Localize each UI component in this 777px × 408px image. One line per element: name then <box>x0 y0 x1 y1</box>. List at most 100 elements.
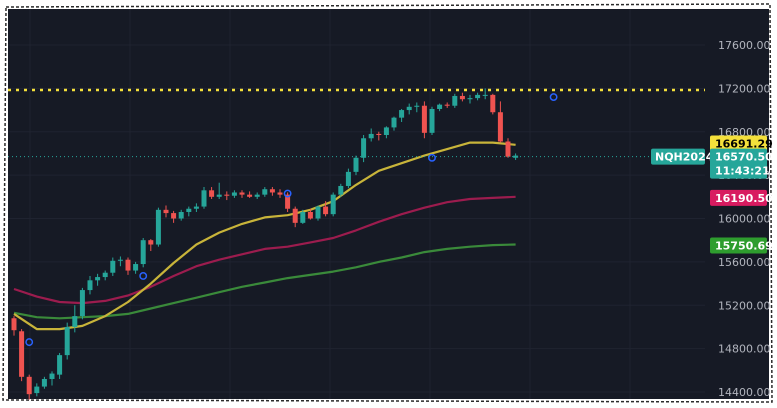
candle[interactable] <box>505 138 511 158</box>
candle-body[interactable] <box>399 110 405 118</box>
candle[interactable] <box>155 207 161 247</box>
candle-body[interactable] <box>368 133 374 139</box>
candle-body[interactable] <box>315 206 321 219</box>
candle[interactable] <box>171 210 177 223</box>
candle-body[interactable] <box>345 171 351 186</box>
candle-body[interactable] <box>505 141 511 157</box>
candle-body[interactable] <box>178 211 184 219</box>
candle[interactable] <box>406 103 412 115</box>
candle-body[interactable] <box>26 376 32 395</box>
candle[interactable] <box>125 257 131 275</box>
candle-body[interactable] <box>497 112 503 142</box>
candle[interactable] <box>421 101 427 139</box>
candle[interactable] <box>64 322 70 360</box>
candle[interactable] <box>262 187 268 197</box>
candle[interactable] <box>186 206 192 217</box>
candle-body[interactable] <box>444 104 450 106</box>
candle-body[interactable] <box>247 194 253 197</box>
candle[interactable] <box>437 103 443 112</box>
candle[interactable] <box>414 102 420 113</box>
candle-body[interactable] <box>95 277 101 281</box>
candle[interactable] <box>148 239 154 252</box>
candle[interactable] <box>117 256 123 267</box>
candle-body[interactable] <box>64 326 70 356</box>
candle-body[interactable] <box>353 157 359 172</box>
candle-body[interactable] <box>171 213 177 219</box>
candle-body[interactable] <box>292 208 298 223</box>
candle-body[interactable] <box>87 280 93 291</box>
candle-body[interactable] <box>300 211 306 223</box>
candle[interactable] <box>49 371 55 386</box>
candle[interactable] <box>490 93 496 115</box>
candle[interactable] <box>429 106 435 136</box>
candle-body[interactable] <box>117 259 123 261</box>
candle[interactable] <box>307 208 313 220</box>
candle[interactable] <box>368 128 374 142</box>
candle-body[interactable] <box>155 209 161 245</box>
candle-body[interactable] <box>323 206 329 215</box>
candle-body[interactable] <box>193 206 199 209</box>
candle-body[interactable] <box>140 240 146 265</box>
candle-body[interactable] <box>490 94 496 113</box>
candle-body[interactable] <box>459 95 465 100</box>
candle-body[interactable] <box>216 194 222 197</box>
candle[interactable] <box>163 205 169 218</box>
candle[interactable] <box>482 88 488 100</box>
candle[interactable] <box>133 261 139 274</box>
candle[interactable] <box>467 94 473 104</box>
candle[interactable] <box>330 192 336 217</box>
candle-body[interactable] <box>254 194 260 197</box>
candle-body[interactable] <box>224 194 230 196</box>
candle[interactable] <box>323 201 329 217</box>
candle-body[interactable] <box>102 272 108 278</box>
candle[interactable] <box>239 190 245 198</box>
candle[interactable] <box>79 287 85 320</box>
candle[interactable] <box>247 191 253 198</box>
candle-body[interactable] <box>186 208 192 212</box>
candle-body[interactable] <box>277 192 283 195</box>
candle[interactable] <box>224 191 230 201</box>
candle-body[interactable] <box>338 185 344 195</box>
candle[interactable] <box>399 108 405 122</box>
candle[interactable] <box>300 209 306 224</box>
candle-body[interactable] <box>110 260 116 273</box>
candle-body[interactable] <box>482 94 488 96</box>
candle[interactable] <box>209 187 215 199</box>
candle[interactable] <box>383 126 389 139</box>
candle[interactable] <box>72 305 78 333</box>
candle[interactable] <box>193 203 199 212</box>
candle[interactable] <box>475 92 481 101</box>
candle[interactable] <box>231 190 237 198</box>
candle[interactable] <box>178 209 184 221</box>
candle-body[interactable] <box>452 95 458 106</box>
candle[interactable] <box>444 102 450 108</box>
candle-body[interactable] <box>285 194 291 209</box>
candle-body[interactable] <box>231 192 237 196</box>
candle-body[interactable] <box>201 190 207 207</box>
candle[interactable] <box>26 374 32 400</box>
candle-body[interactable] <box>49 373 55 379</box>
candle[interactable] <box>254 192 260 199</box>
candle[interactable] <box>19 329 25 382</box>
candle-body[interactable] <box>513 155 519 158</box>
candle-body[interactable] <box>163 209 169 214</box>
candle[interactable] <box>95 273 101 286</box>
candle[interactable] <box>87 275 93 295</box>
candle-body[interactable] <box>34 386 40 394</box>
candle-body[interactable] <box>209 190 215 197</box>
candle-body[interactable] <box>133 264 139 271</box>
candle-body[interactable] <box>307 211 313 219</box>
candle[interactable] <box>391 116 397 131</box>
candle-body[interactable] <box>262 189 268 195</box>
candle[interactable] <box>277 189 283 198</box>
candle-body[interactable] <box>376 133 382 136</box>
candle[interactable] <box>345 168 351 189</box>
candle-body[interactable] <box>437 104 443 109</box>
candle-body[interactable] <box>330 194 336 215</box>
candle[interactable] <box>34 383 40 397</box>
candle-body[interactable] <box>41 378 47 387</box>
candle-body[interactable] <box>57 355 63 375</box>
candle-body[interactable] <box>383 127 389 136</box>
candle[interactable] <box>292 206 298 228</box>
